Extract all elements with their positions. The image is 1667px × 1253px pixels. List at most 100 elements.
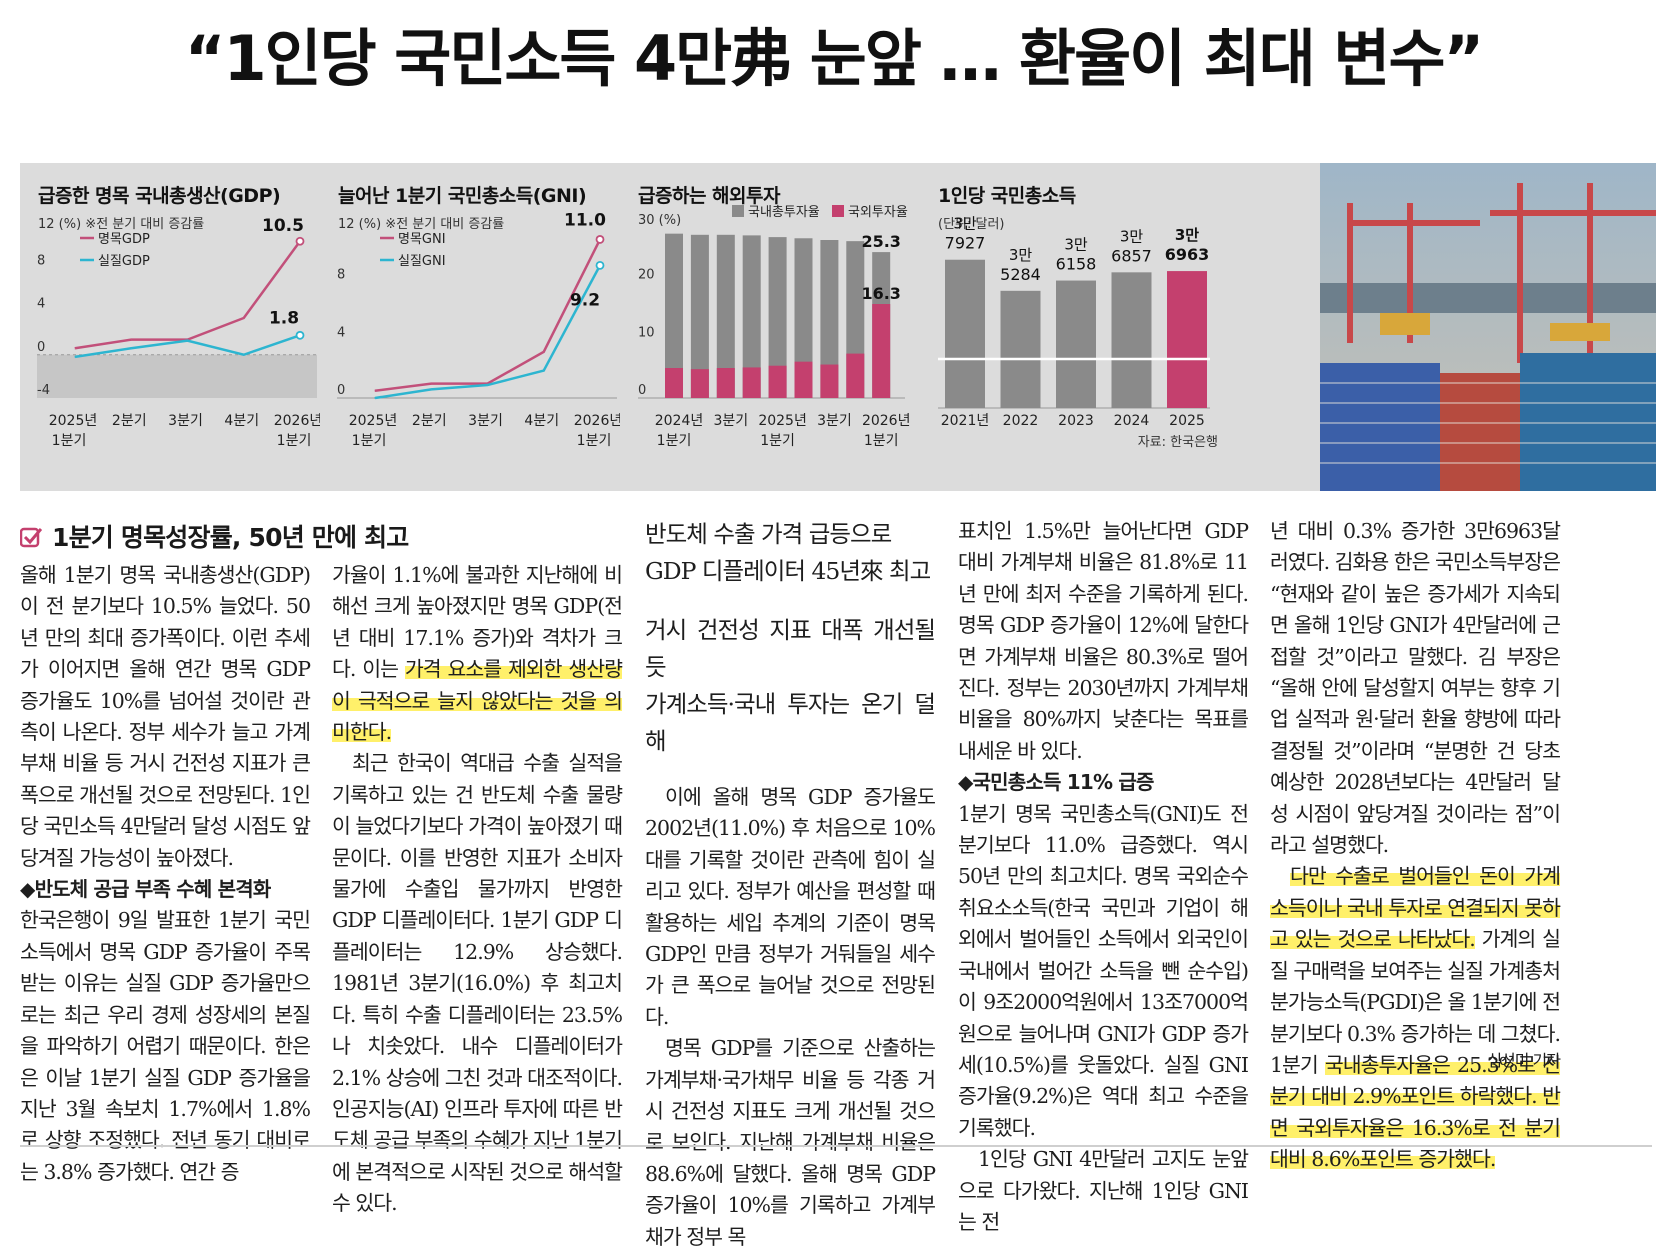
paragraph: 올해 1분기 명목 국내총생산(GDP)이 전 분기보다 10.5% 늘었다. … (20, 560, 310, 874)
article-column-1: 올해 1분기 명목 국내총생산(GDP)이 전 분기보다 10.5% 늘었다. … (20, 560, 310, 1188)
x-tick-label: 1분기 (352, 433, 387, 449)
source-note: 자료: 한국은행 (1138, 434, 1218, 450)
port-container-photo (1320, 163, 1656, 491)
article-subtitle-2: 거시 건전성 지표 대폭 개선될 듯 가계소득·국내 투자는 온기 덜해 (645, 612, 935, 760)
bar-gni (945, 260, 985, 408)
x-tick-label: 2분기 (412, 413, 447, 429)
paragraph: 1분기 명목 국민총소득(GNI)도 전 분기보다 11.0% 급증했다. 역시… (958, 799, 1248, 1144)
subheading: ◆반도체 공급 부족 수혜 본격화 (20, 874, 310, 905)
data-label: 3만 (1064, 236, 1088, 254)
data-point (297, 238, 304, 245)
y-tick-label: -4 (37, 383, 50, 398)
legend-swatch (832, 205, 844, 217)
x-tick-label: 1분기 (657, 433, 692, 449)
data-label: 6158 (1056, 255, 1097, 274)
y-tick-label: 4 (337, 325, 345, 340)
x-tick-label: 1분기 (52, 433, 87, 449)
bottom-rule (20, 1145, 1652, 1147)
y-tick-label: 8 (37, 253, 45, 268)
x-tick-label: 2026년 (274, 413, 320, 429)
article-column-5: 년 대비 0.3% 증가한 3만6963달러였다. 김화용 한은 국민소득부장은… (1270, 516, 1560, 1076)
x-tick-label: 4분기 (524, 413, 559, 429)
paragraph: 최근 한국이 역대급 수출 실적을 기록하고 있는 건 반도체 수출 물량이 늘… (332, 748, 622, 1219)
subtitle-line: GDP 디플레이터 45년來 최고 (645, 553, 935, 590)
data-label: 6857 (1111, 246, 1152, 265)
bar-overseas (846, 354, 864, 398)
x-tick-label: 2026년 (574, 413, 620, 429)
data-label: 3만 (953, 215, 977, 233)
x-tick-label: 2021년 (941, 413, 990, 429)
paragraph: 가율이 1.1%에 불과한 지난해에 비해선 크게 높아졌지만 명목 GDP(전… (332, 560, 622, 748)
x-tick-label: 2025년 (758, 413, 807, 429)
bar-gni (1167, 271, 1207, 408)
data-label: 6963 (1165, 245, 1210, 264)
bar-gni (1001, 291, 1041, 408)
data-label: 3만 (1120, 227, 1144, 245)
x-tick-label: 2025 (1169, 413, 1205, 429)
x-tick-label: 2024년 (655, 413, 704, 429)
y-tick-label: 0 (638, 383, 646, 398)
paragraph: 1인당 GNI 4만달러 고지도 눈앞으로 다가왔다. 지난해 1인당 GNI는… (958, 1144, 1248, 1238)
subheading: ◆국민총소득 11% 급증 (958, 767, 1248, 798)
data-point (597, 236, 604, 243)
bar-overseas (795, 362, 813, 398)
x-tick-label: 2023 (1058, 413, 1094, 429)
bar-overseas (691, 369, 709, 398)
x-tick-label: 1분기 (277, 433, 312, 449)
article-column-3: 반도체 수출 가격 급등으로 GDP 디플레이터 45년來 최고 거시 건전성 … (645, 516, 935, 1253)
legend-label: 실질GDP (98, 254, 150, 269)
gni-per-capita-bar-chart: 3만79272021년3만528420223만615820233만6857202… (920, 163, 1240, 491)
data-point (297, 332, 304, 339)
section-heading: 1분기 명목성장률, 50년 만에 최고 (20, 518, 409, 554)
series-line-1 (375, 265, 600, 398)
x-tick-label: 2024 (1114, 413, 1150, 429)
x-tick-label: 2025년 (349, 413, 398, 429)
data-label: 11.0 (564, 210, 606, 230)
y-tick-label: 0 (37, 340, 45, 355)
legend-label: 명목GDP (98, 232, 150, 247)
subtitle-line: 가계소득·국내 투자는 온기 덜해 (645, 686, 935, 760)
bar-gni (1056, 281, 1096, 408)
x-tick-label: 3분기 (817, 413, 852, 429)
legend-label: 명목GNI (398, 232, 446, 247)
bar-overseas (717, 368, 735, 398)
y-tick-label: 4 (37, 297, 45, 312)
paragraph: 이에 올해 명목 GDP 증가율도 2002년(11.0%) 후 처음으로 10… (645, 782, 935, 1033)
section-heading-text: 1분기 명목성장률, 50년 만에 최고 (52, 523, 409, 552)
bar-overseas (872, 304, 890, 398)
subtitle-line: 반도체 수출 가격 급등으로 (645, 516, 935, 553)
paragraph: 표치인 1.5%만 늘어난다면 GDP 대비 가계부채 비율은 81.8%로 1… (958, 516, 1248, 767)
bar-overseas (820, 365, 838, 398)
x-tick-label: 3분기 (468, 413, 503, 429)
y-tick-label: 10 (638, 325, 655, 340)
x-tick-label: 4분기 (224, 413, 259, 429)
data-point (597, 262, 604, 269)
x-tick-label: 3분기 (713, 413, 748, 429)
x-tick-label: 1분기 (760, 433, 795, 449)
legend-swatch (732, 205, 744, 217)
bar-overseas (665, 368, 683, 398)
x-tick-label: 2026년 (862, 413, 911, 429)
article-column-4: 표치인 1.5%만 늘어난다면 GDP 대비 가계부채 비율은 81.8%로 1… (958, 516, 1248, 1238)
x-tick-label: 2025년 (49, 413, 98, 429)
chart-gni: 늘어난 1분기 국민총소득(GNI) 12 (%) ※전 분기 대비 증감률 8… (320, 163, 620, 491)
legend-label: 국내총투자율 (748, 205, 820, 220)
y-tick-label: 20 (638, 268, 655, 283)
article-subtitle-1: 반도체 수출 가격 급등으로 GDP 디플레이터 45년來 최고 (645, 516, 935, 590)
data-label: 16.3 (861, 284, 900, 303)
x-tick-label: 1분기 (864, 433, 899, 449)
negative-zone (37, 355, 317, 398)
checkmark-icon (20, 526, 42, 548)
y-tick-label: 0 (337, 383, 345, 398)
bar-overseas (769, 366, 787, 398)
data-label: 25.3 (861, 232, 900, 251)
paragraph: 다만 수출로 벌어들인 돈이 가계 소득이나 국내 투자로 연결되지 못하고 있… (1270, 861, 1560, 1175)
bar-overseas (743, 367, 761, 398)
bar-gni (1112, 272, 1152, 408)
